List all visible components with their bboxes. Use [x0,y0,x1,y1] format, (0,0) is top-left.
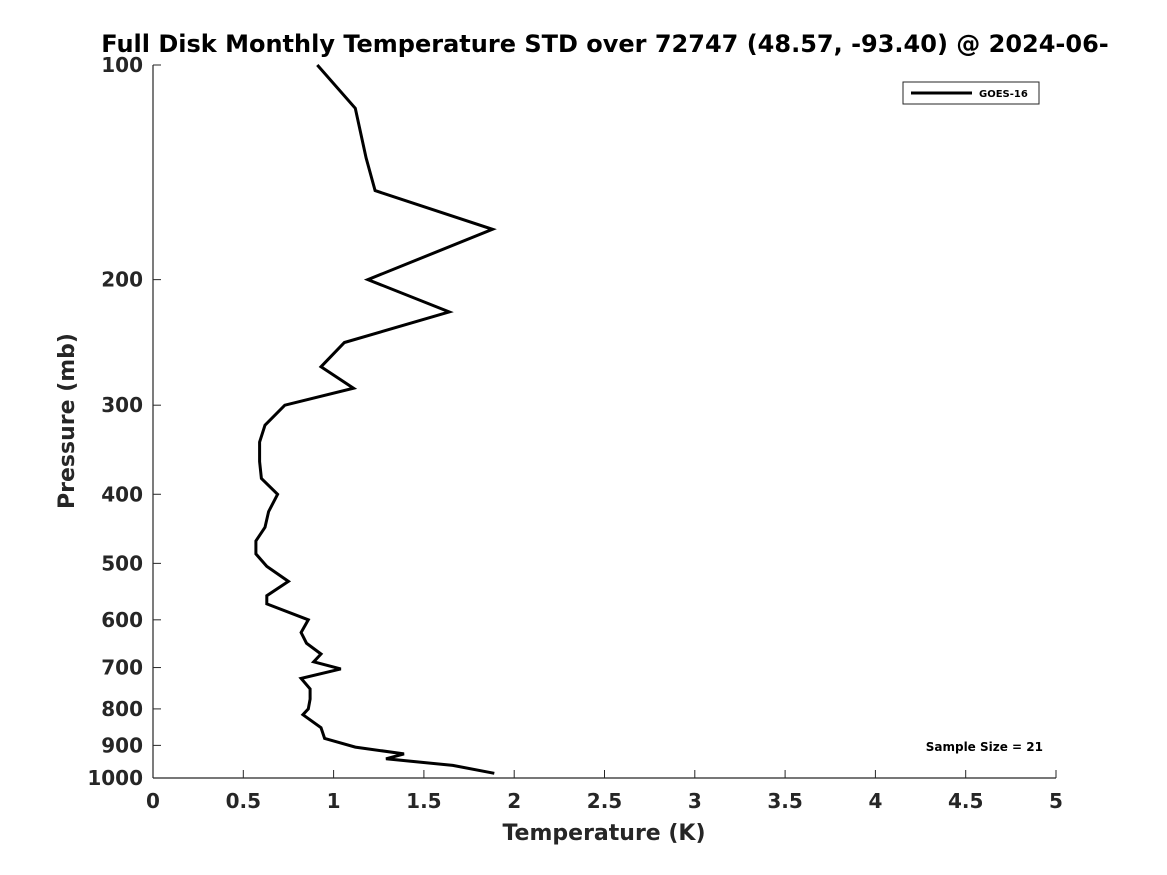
series-line-goes-16 [254,64,497,775]
x-axis-ticks: 0 0.5 1 1.5 2 2.5 3 3.5 4 4.5 5 [146,770,1063,813]
x-tick-label: 0.5 [226,789,261,813]
y-tick-label: 100 [101,53,143,77]
x-tick-label: 2 [507,789,521,813]
y-tick-label: 400 [101,482,143,506]
x-tick-label: 3 [688,789,702,813]
y-tick-label: 1000 [87,766,143,790]
x-tick-label: 3.5 [767,789,802,813]
legend-label: GOES-16 [979,89,1028,100]
x-tick-label: 1 [327,789,341,813]
y-tick-label: 900 [101,733,143,757]
legend: GOES-16 [902,81,1040,105]
x-tick-label: 4 [868,789,882,813]
x-tick-label: 2.5 [587,789,622,813]
y-axis-ticks: 100 200 300 400 500 600 700 800 900 1000 [87,53,161,790]
sample-size-annotation: Sample Size = 21 [926,740,1043,754]
y-tick-label: 200 [101,268,143,292]
chart-title: Full Disk Monthly Temperature STD over 7… [101,30,1108,58]
y-tick-label: 300 [101,393,143,417]
x-tick-label: 5 [1049,789,1063,813]
x-tick-label: 1.5 [406,789,441,813]
y-tick-label: 600 [101,608,143,632]
x-axis-label: Temperature (K) [502,821,705,846]
y-axis-label: Pressure (mb) [55,333,80,509]
y-tick-label: 700 [101,656,143,680]
series-layer [254,64,497,775]
x-tick-label: 0 [146,789,160,813]
x-tick-label: 4.5 [948,789,983,813]
y-tick-label: 500 [101,551,143,575]
y-tick-label: 800 [101,697,143,721]
